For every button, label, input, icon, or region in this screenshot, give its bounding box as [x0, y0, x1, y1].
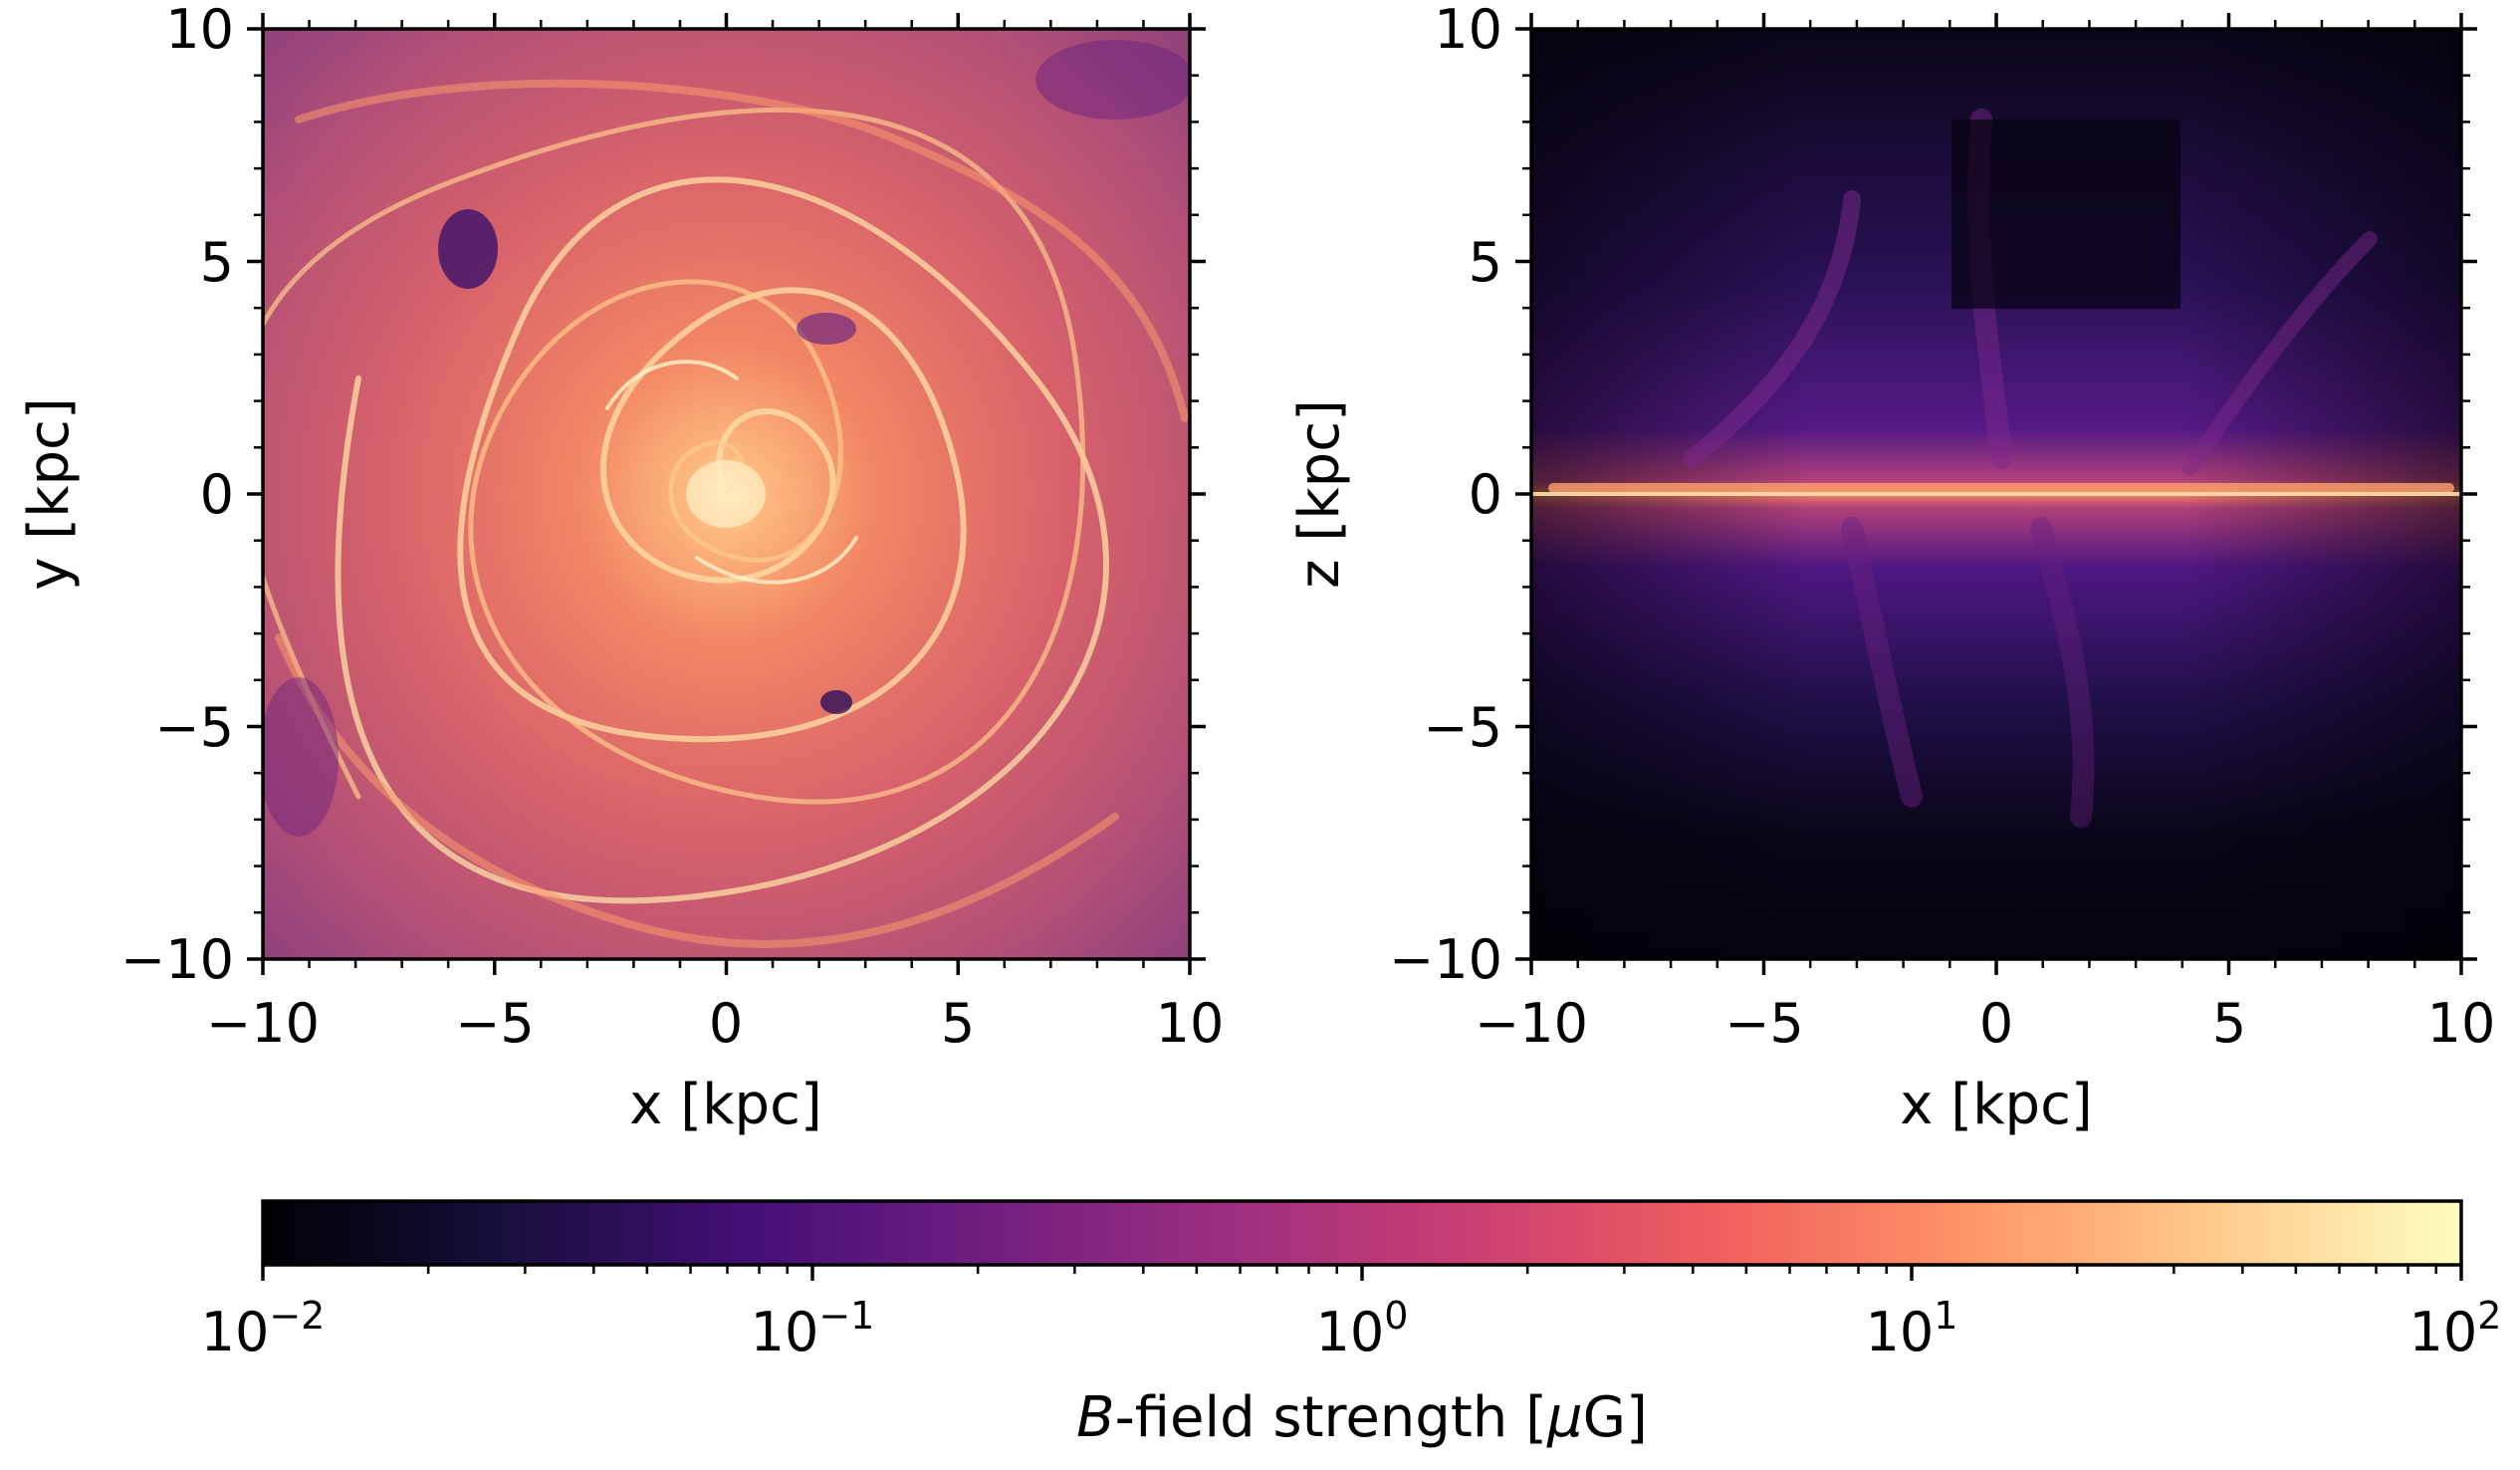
face-on-axis-ticks: [247, 13, 1206, 975]
face-on-xlabel: x [kpc]: [629, 1073, 821, 1137]
face-on-ytick-label: 0: [200, 463, 234, 526]
edge-on-xtick-label: 10: [2427, 992, 2496, 1055]
colorbar-tick-label: 10−1: [751, 1294, 875, 1363]
edge-on-xtick-label: 5: [2212, 992, 2246, 1055]
face-on-panel: −10 −5 0 5 10 −10 −5 0 5 10 x [kpc] y [k…: [17, 0, 1224, 1137]
edge-on-heatmap: [1531, 29, 2461, 959]
edge-on-ytick-label: 10: [1434, 0, 1502, 61]
face-on-xtick-label: 0: [709, 992, 743, 1055]
face-on-ytick-label: −5: [154, 696, 234, 759]
colorbar-ticks: [261, 1265, 2463, 1281]
face-on-ytick-label: 10: [165, 0, 234, 61]
colorbar-label: B-field strength [μG]: [1076, 1385, 1648, 1450]
colorbar-tick-label: 100: [1316, 1294, 1409, 1363]
face-on-xtick-label: 10: [1156, 992, 1225, 1055]
colorbar-gradient: [261, 1199, 2463, 1267]
edge-on-ylabel: z [kpc]: [1287, 399, 1352, 589]
edge-on-xtick-label: −10: [1475, 992, 1588, 1055]
face-on-xtick-label: −5: [455, 992, 535, 1055]
colorbar-tick-label: 101: [1866, 1294, 1958, 1363]
face-on-xtick-label: −10: [206, 992, 320, 1055]
edge-on-ytick-label: 5: [1469, 231, 1502, 294]
edge-on-ytick-label: 0: [1469, 463, 1502, 526]
face-on-ytick-label: −10: [120, 928, 234, 991]
face-on-ytick-label: 5: [200, 231, 234, 294]
edge-on-ytick-label: −10: [1389, 928, 1502, 991]
edge-on-xtick-label: −5: [1724, 992, 1804, 1055]
colorbar: 10−2 10−1 100 101 102 B-field strength […: [201, 1199, 2502, 1450]
face-on-xtick-label: 5: [941, 992, 975, 1055]
edge-on-axis-ticks: [1515, 13, 2477, 975]
colorbar-tick-label: 102: [2409, 1294, 2502, 1363]
colorbar-tick-label: 10−2: [201, 1294, 326, 1363]
face-on-ylabel: y [kpc]: [17, 397, 82, 590]
face-on-heatmap: [263, 29, 1190, 959]
edge-on-xlabel: x [kpc]: [1900, 1073, 2092, 1137]
edge-on-panel: −10 −5 0 5 10 −10 −5 0 5 10 x [kpc] z [k…: [1287, 0, 2495, 1137]
edge-on-xtick-label: 0: [1979, 992, 2013, 1055]
edge-on-ytick-label: −5: [1423, 696, 1502, 759]
